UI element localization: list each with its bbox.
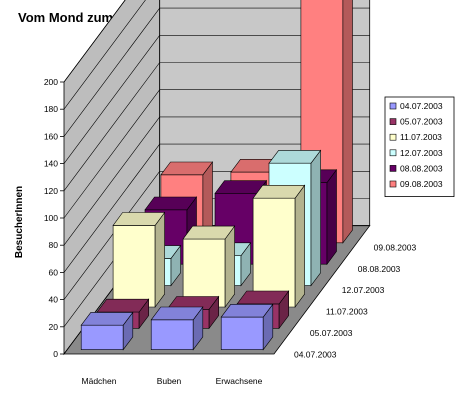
- bar-front: [112, 225, 156, 308]
- bar-side: [310, 149, 321, 287]
- legend-entry: 09.08.2003: [400, 179, 443, 189]
- bar-top: [150, 306, 204, 321]
- bar-top: [268, 150, 322, 164]
- gridline: [63, 0, 126, 83]
- bar: [112, 211, 166, 308]
- category-label: Mädchen: [82, 376, 117, 386]
- bar-front: [220, 316, 264, 351]
- category-label: Erwachsene: [216, 376, 263, 386]
- legend: 04.07.2003 05.07.2003 11.07.2003 12.07.2003…: [384, 96, 455, 197]
- legend-entry: 11.07.2003: [400, 132, 442, 142]
- gridline: [63, 116, 370, 246]
- bar-front: [80, 324, 124, 351]
- gridline: [63, 0, 146, 110]
- y-tick-label: 120: [44, 186, 58, 196]
- legend-swatch: [389, 118, 397, 125]
- legend-box: [384, 96, 455, 197]
- bar-side: [326, 168, 337, 266]
- bar-top: [96, 298, 150, 313]
- y-tick-label: 200: [44, 77, 58, 87]
- y-axis-label: BesucherInnen: [14, 186, 25, 258]
- bar-top: [252, 185, 306, 199]
- bar-top: [80, 312, 134, 326]
- gridline: [63, 34, 370, 164]
- legend-swatch: [389, 180, 397, 188]
- bar: [80, 311, 134, 351]
- category-label: Buben: [157, 376, 182, 386]
- y-tick-label: 0: [53, 349, 58, 359]
- y-tick-label: 40: [49, 295, 59, 305]
- bar-side: [294, 184, 305, 308]
- gridline: [63, 7, 370, 137]
- y-tick-label: 180: [44, 104, 58, 114]
- y-tick-label: 80: [49, 240, 59, 250]
- series-axis-label: 12.07.2003: [342, 285, 385, 295]
- bar-top: [160, 161, 214, 176]
- y-axis-ticks: 0 20 40 60 80 100 120 140 160 180 200: [44, 77, 64, 359]
- legend-entry: 08.08.2003: [400, 163, 443, 173]
- bar-top: [220, 303, 274, 318]
- gridline: [63, 62, 370, 191]
- gridline: [63, 143, 370, 273]
- series-axis-label: 05.07.2003: [310, 328, 353, 338]
- bar: [220, 303, 274, 351]
- bar-top: [112, 212, 166, 226]
- bar-top: [236, 290, 290, 305]
- y-tick-label: 160: [44, 131, 58, 141]
- y-tick-label: 100: [44, 213, 58, 223]
- gridline: [63, 89, 370, 219]
- bar: [252, 184, 306, 308]
- bar: [150, 306, 204, 351]
- y-tick-label: 20: [49, 322, 59, 332]
- legend-swatch: [389, 165, 397, 172]
- legend-entry: 12.07.2003: [400, 148, 443, 158]
- series-axis-label: 08.08.2003: [358, 264, 401, 274]
- legend-swatch: [389, 149, 397, 157]
- legend-swatch: [389, 102, 397, 110]
- legend-swatch: [389, 133, 397, 141]
- series-axis-labels: 04.07.2003 05.07.2003 11.07.2003 12.07.2003…: [294, 242, 417, 359]
- bar-top: [214, 180, 268, 194]
- bar-side: [224, 225, 235, 308]
- legend-entry: 05.07.2003: [400, 117, 443, 127]
- bars: [80, 0, 353, 351]
- y-tick-label: 60: [49, 267, 59, 277]
- series-axis-label: 04.07.2003: [294, 349, 337, 359]
- legend-entry: 04.07.2003: [400, 101, 443, 111]
- bar-side: [154, 211, 165, 308]
- bar-top: [182, 225, 236, 240]
- series-axis-label: 09.08.2003: [374, 242, 417, 252]
- series-axis-label: 11.07.2003: [326, 307, 368, 317]
- y-tick-label: 140: [44, 159, 58, 169]
- bar: [182, 225, 236, 308]
- bar-side: [342, 0, 353, 244]
- bar-top: [144, 196, 198, 211]
- category-axis-labels: Mädchen Buben Erwachsene: [82, 376, 263, 386]
- bar-front: [150, 319, 194, 351]
